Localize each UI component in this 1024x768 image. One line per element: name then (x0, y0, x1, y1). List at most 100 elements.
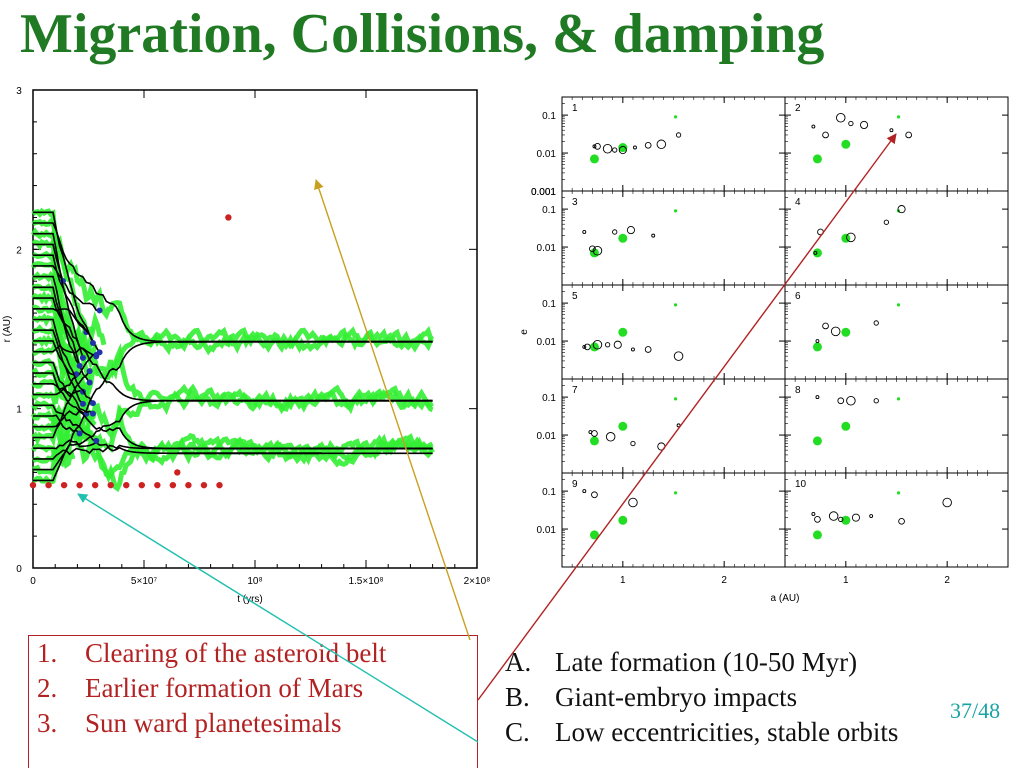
panel-9: 9 (561, 472, 786, 568)
list-item: 3. Sun ward planetesimals (29, 706, 477, 741)
points-list: 1. Clearing of the asteroid belt 2. Earlie… (29, 636, 477, 741)
panel-8: 8 (784, 378, 1009, 474)
embryo-marker (89, 410, 96, 417)
embryo-marker (93, 353, 100, 360)
solar-planet (589, 248, 599, 258)
embryo-track (33, 275, 81, 367)
y-tick-label: 0.1 (542, 393, 556, 404)
panel-label: 8 (795, 385, 801, 396)
collision-marker (138, 481, 145, 489)
panel-label: 9 (572, 479, 578, 490)
panel-label: 2 (795, 103, 801, 114)
y-tick-label: 0.001 (531, 187, 556, 198)
collision-marker (123, 481, 130, 489)
x-tick-label: 2 (721, 575, 727, 586)
embryo-marker (89, 400, 96, 407)
embryo-track (33, 329, 84, 405)
list-text: Clearing of the asteroid belt (85, 638, 387, 668)
embryo-track (33, 370, 91, 439)
scatter-band (31, 399, 97, 444)
panel-label: 7 (572, 385, 578, 396)
y-tick-label: 0.01 (537, 243, 557, 254)
solar-planet (841, 327, 851, 337)
panel-frame (784, 284, 1009, 380)
panel-5: 5 (561, 284, 786, 380)
embryo-track (33, 211, 94, 344)
x-tick-label: 2×10⁸ (464, 576, 491, 587)
panel-frame (784, 378, 1009, 474)
scatter-band (30, 227, 83, 380)
list-item: C. Low eccentricities, stable orbits (505, 715, 898, 750)
points-box: 1. Clearing of the asteroid belt 2. Earlie… (28, 635, 478, 768)
y-tick-label: 0.01 (537, 431, 557, 442)
panel-10: 10 (784, 472, 1009, 568)
embryo-track (33, 265, 100, 312)
panel-2: 2 (784, 96, 1009, 192)
solar-planet (812, 436, 822, 446)
list-text: Late formation (10-50 Myr) (555, 647, 858, 677)
solar-planet (618, 421, 628, 431)
panel-label: 5 (572, 291, 578, 302)
scatter-band (30, 410, 76, 470)
simulated-planet (811, 124, 816, 129)
x-tick-label: 1 (620, 575, 626, 586)
panel-frame (784, 96, 1009, 192)
list-item: A. Late formation (10-50 Myr) (505, 645, 898, 680)
solar-planet (673, 303, 678, 307)
simulated-planet (898, 517, 905, 525)
panel-6: 6 (784, 284, 1009, 380)
list-text: Giant-embryo impacts (555, 682, 798, 712)
embryo-marker (96, 307, 103, 314)
embryo-track (33, 232, 84, 359)
list-item: 2. Earlier formation of Mars (29, 671, 477, 706)
y-tick-label: 0.1 (542, 205, 556, 216)
page-number: 37/48 (950, 698, 1001, 723)
embryo-marker (79, 354, 86, 361)
simulated-planet (942, 497, 952, 508)
y-tick-label: 3 (16, 86, 22, 97)
panel-frame (561, 378, 786, 474)
panel-label: 3 (572, 197, 578, 208)
y-tick-label: 0 (16, 564, 22, 575)
panel-1: 1 (561, 96, 786, 192)
panel-frame (561, 284, 786, 380)
embryo-track (33, 344, 97, 358)
embryo-track (33, 404, 97, 442)
collision-marker (169, 481, 177, 489)
solar-planet (589, 342, 599, 352)
panel-label: 1 (572, 103, 578, 114)
collision-marker (60, 481, 68, 489)
panel-frame (561, 472, 786, 568)
x-tick-label: 5×10⁷ (131, 576, 158, 587)
collision-marker (45, 481, 52, 489)
simulated-planet (889, 128, 894, 133)
simulated-planet (905, 131, 913, 139)
solar-planet (896, 303, 901, 307)
solar-planet (841, 421, 851, 431)
solar-planet (589, 154, 599, 164)
embryo-track (33, 318, 94, 404)
solar-planet (673, 209, 678, 213)
panel-label: 10 (795, 479, 807, 490)
y-axis-label: e (519, 329, 530, 335)
embryo-marker (79, 400, 86, 407)
solar-planet (673, 397, 678, 401)
y-tick-label: 2 (16, 245, 22, 256)
list-text: Low eccentricities, stable orbits (555, 717, 899, 747)
embryo-marker (76, 430, 83, 437)
list-number: 1. (37, 638, 58, 668)
embryo-track (33, 361, 94, 415)
solar-planet (618, 327, 628, 337)
x-axis-label: a (AU) (771, 593, 800, 604)
simulated-planet (860, 120, 869, 130)
panel-4: 4 (784, 190, 1009, 286)
scatter-band (32, 270, 82, 418)
y-tick-label: 0.1 (542, 487, 556, 498)
collision-marker (200, 481, 208, 489)
solar-planet (812, 154, 822, 164)
solar-planet (896, 115, 901, 119)
panel-label: 6 (795, 291, 801, 302)
collision-marker (185, 481, 192, 489)
panel-7: 7 (561, 378, 786, 474)
x-tick-label: 1.5×10⁸ (348, 576, 383, 587)
